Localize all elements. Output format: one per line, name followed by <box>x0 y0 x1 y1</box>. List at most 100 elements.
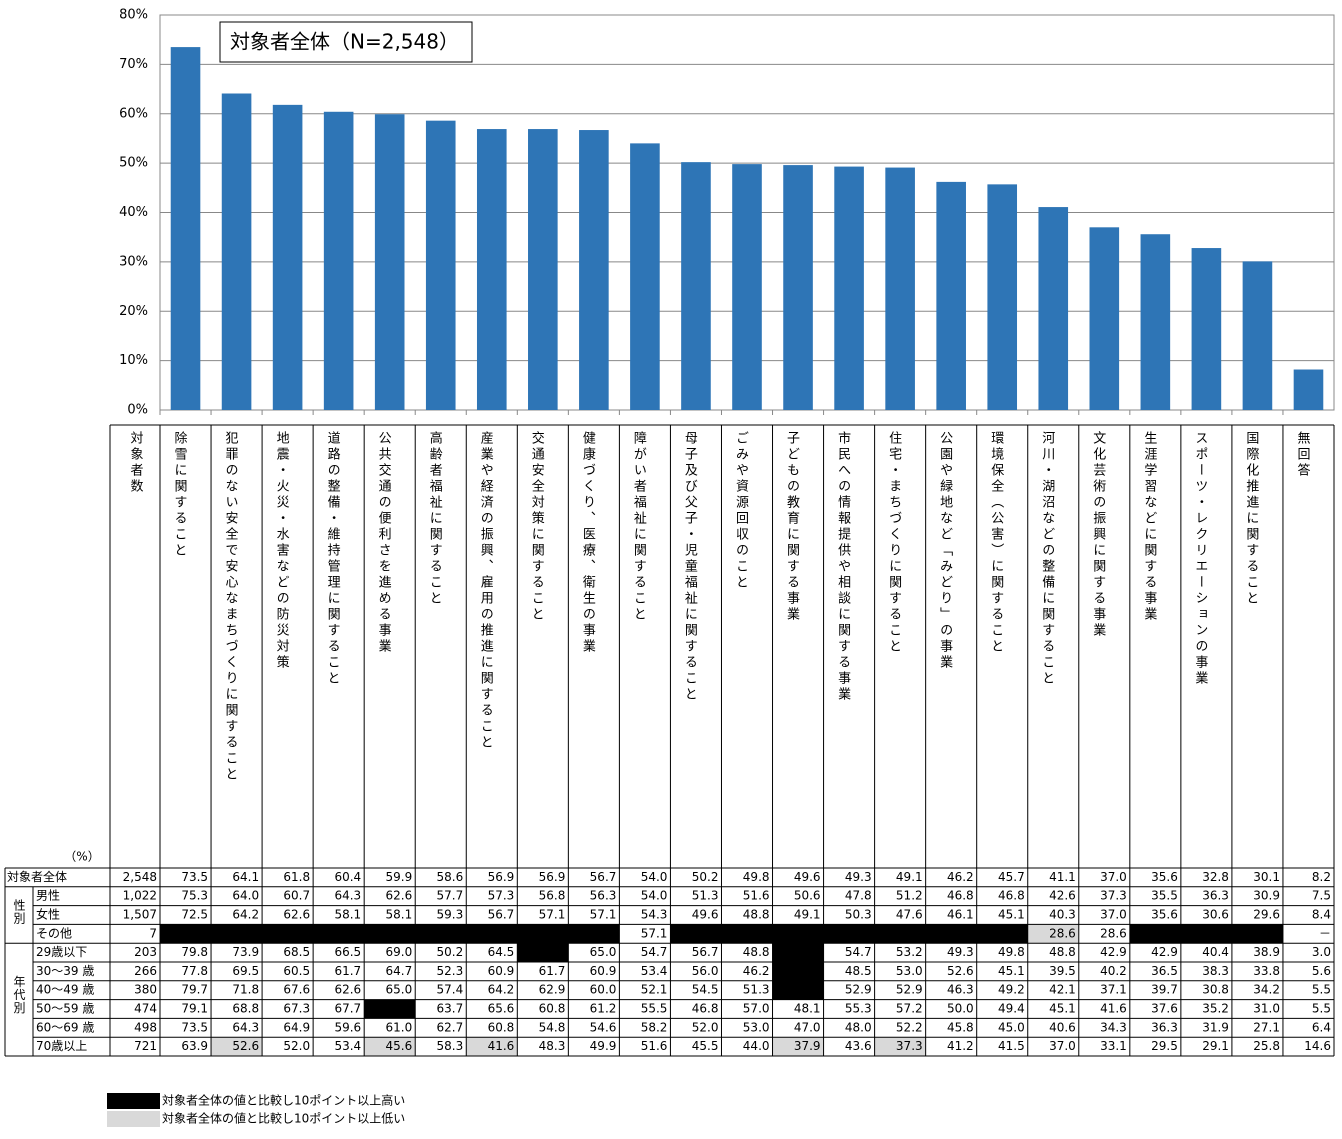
column-header: ごみや資源回収のこと <box>733 431 749 591</box>
cell: 46.8 <box>692 1002 719 1016</box>
cell: 60.9 <box>488 964 515 978</box>
column-header: 国際化推進に関すること <box>1243 431 1259 607</box>
bar <box>1191 248 1222 410</box>
cell: 62.7 <box>437 1020 464 1034</box>
column-header: 住宅・まちづくりに関すること <box>886 431 902 655</box>
cell: 54.5 <box>692 983 719 997</box>
column-header: 犯罪のない安全で安心なまちづくりに関すること <box>223 431 239 783</box>
cell: 73.5 <box>181 1020 208 1034</box>
cell: 56.8 <box>539 889 566 903</box>
cell: 52.0 <box>283 1039 310 1053</box>
cell: 50.2 <box>437 945 464 959</box>
cell: 71.4 <box>692 926 719 940</box>
cell: 69.0 <box>385 945 412 959</box>
bar <box>221 93 252 410</box>
cell: 55.5 <box>641 1002 668 1016</box>
cell: 57.1 <box>947 926 974 940</box>
cell: 51.6 <box>743 889 770 903</box>
cell: 51.3 <box>743 983 770 997</box>
cell: 53.0 <box>743 1020 770 1034</box>
cell: 61.0 <box>385 1020 412 1034</box>
legend-label: 対象者全体の値と比較し10ポイント以上低い <box>162 1111 405 1126</box>
row-count: 474 <box>134 1002 157 1016</box>
cell: 41.6 <box>1100 1002 1127 1016</box>
highlight-low <box>211 1037 263 1056</box>
cell: 42.9 <box>1202 926 1229 940</box>
highlight-high <box>772 924 824 944</box>
column-header: 河川・湖沼などの整備に関すること <box>1039 431 1055 687</box>
cell: 8.2 <box>1312 870 1331 884</box>
group-label: 年代別 <box>12 975 26 1014</box>
highlight-high <box>415 924 467 944</box>
cell: 46.2 <box>743 964 770 978</box>
cell: 57.3 <box>488 889 515 903</box>
cell: 45.7 <box>998 870 1025 884</box>
cell: 45.0 <box>998 1020 1025 1034</box>
bar <box>323 111 354 411</box>
cell: 61.7 <box>539 964 566 978</box>
cell: 67.3 <box>283 1002 310 1016</box>
row-count: 2,548 <box>123 870 157 884</box>
highlight-high <box>772 962 824 981</box>
column-header: 交通安全対策に関すること <box>529 430 545 623</box>
row-count: 7 <box>149 926 157 940</box>
cell: 54.7 <box>641 945 668 959</box>
cell: 52.0 <box>692 1020 719 1034</box>
cell: 100.0 <box>786 926 820 940</box>
cell: 60.8 <box>488 1020 515 1034</box>
cell: 56.7 <box>590 870 617 884</box>
highlight-high <box>1231 924 1283 944</box>
highlight-high <box>772 980 824 1000</box>
cell: 37.3 <box>1100 889 1127 903</box>
cell: 71.4 <box>539 926 566 940</box>
cell: 62.9 <box>539 983 566 997</box>
cell: 49.8 <box>998 945 1025 959</box>
cell: 46.8 <box>947 889 974 903</box>
cell: 67.6 <box>283 983 310 997</box>
row-label: 30～39 歳 <box>36 964 94 978</box>
cell: 79.8 <box>181 945 208 959</box>
cell: 40.4 <box>1202 945 1229 959</box>
cell: 49.1 <box>896 870 923 884</box>
cell: 33.8 <box>1253 964 1280 978</box>
cell: 42.6 <box>1049 889 1076 903</box>
cell: 49.3 <box>947 945 974 959</box>
highlight-high <box>670 924 722 944</box>
cell: 71.4 <box>590 926 617 940</box>
cell: 47.8 <box>845 889 872 903</box>
cell: 5.6 <box>1312 964 1331 978</box>
bar <box>936 181 966 410</box>
cell: 46.8 <box>998 889 1025 903</box>
cell: 65.0 <box>590 945 617 959</box>
cell: 49.3 <box>845 870 872 884</box>
highlight-high <box>925 924 977 944</box>
highlight-high <box>313 924 365 944</box>
cell: 85.7 <box>998 926 1025 940</box>
legend-swatch <box>107 1111 160 1127</box>
cell: 48.8 <box>743 945 770 959</box>
cell: 62.6 <box>385 889 412 903</box>
cell: 68.8 <box>232 1002 259 1016</box>
column-header: 地震・火災・水害などの防災対策 <box>274 431 290 671</box>
column-header: 子どもの教育に関する事業 <box>784 431 800 623</box>
cell: 52.2 <box>896 1020 923 1034</box>
cell: 37.6 <box>1151 1002 1178 1016</box>
cell: 39.5 <box>1049 964 1076 978</box>
cell: 64.3 <box>232 1020 259 1034</box>
title-box <box>219 21 473 63</box>
cell: 57.1 <box>641 926 668 940</box>
cell: 29.5 <box>1151 1039 1178 1053</box>
row-label: その他 <box>36 926 72 940</box>
column-header: 障がい者福祉に関すること <box>631 431 647 623</box>
column-header: 健康づくり、医療、衛生の事業 <box>580 431 596 655</box>
cell: 62.6 <box>283 908 310 922</box>
cell: 52.6 <box>232 1039 259 1053</box>
cell: 64.3 <box>334 889 361 903</box>
bar <box>1293 369 1324 410</box>
cell: 28.6 <box>1049 926 1076 940</box>
cell: 57.1 <box>590 908 617 922</box>
cell: 54.6 <box>590 1020 617 1034</box>
cell: 50.3 <box>845 908 872 922</box>
row-label: 70歳以上 <box>36 1039 87 1053</box>
